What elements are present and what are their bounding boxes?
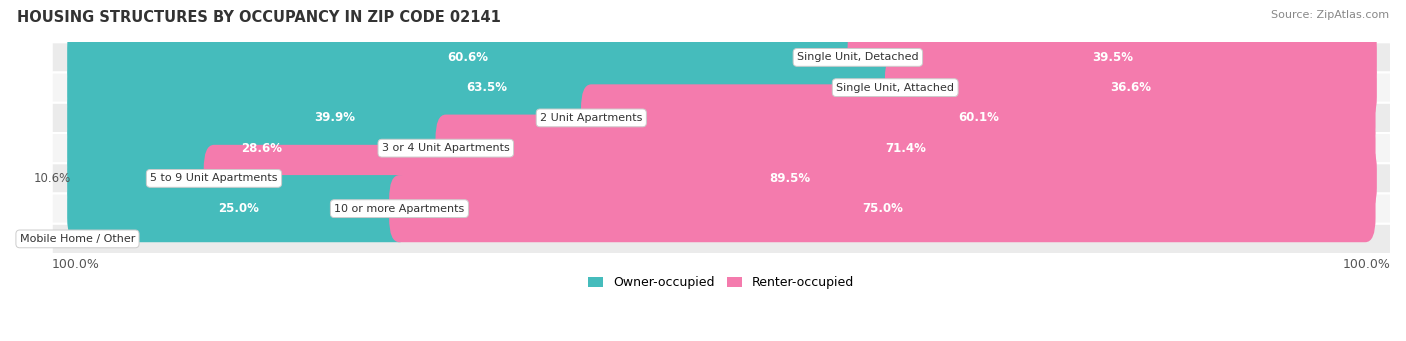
Text: 39.9%: 39.9% [314,112,354,124]
FancyBboxPatch shape [67,54,905,121]
Text: 60.6%: 60.6% [447,51,488,64]
Text: 28.6%: 28.6% [242,142,283,155]
Text: 2 Unit Apartments: 2 Unit Apartments [540,113,643,123]
FancyBboxPatch shape [67,145,225,212]
Legend: Owner-occupied, Renter-occupied: Owner-occupied, Renter-occupied [583,271,859,294]
FancyBboxPatch shape [67,175,409,242]
Text: 3 or 4 Unit Apartments: 3 or 4 Unit Apartments [382,143,509,153]
FancyBboxPatch shape [52,133,1391,163]
Text: Mobile Home / Other: Mobile Home / Other [20,234,135,244]
Text: 63.5%: 63.5% [465,81,506,94]
FancyBboxPatch shape [884,54,1376,121]
Text: 36.6%: 36.6% [1111,81,1152,94]
FancyBboxPatch shape [581,84,1375,151]
Text: 71.4%: 71.4% [886,142,927,155]
Text: 10 or more Apartments: 10 or more Apartments [335,204,464,214]
Text: 100.0%: 100.0% [1343,258,1391,271]
Text: Source: ZipAtlas.com: Source: ZipAtlas.com [1271,10,1389,20]
FancyBboxPatch shape [67,84,602,151]
Text: 75.0%: 75.0% [862,202,903,215]
Text: HOUSING STRUCTURES BY OCCUPANCY IN ZIP CODE 02141: HOUSING STRUCTURES BY OCCUPANCY IN ZIP C… [17,10,501,25]
FancyBboxPatch shape [389,175,1375,242]
FancyBboxPatch shape [67,24,868,91]
FancyBboxPatch shape [52,224,1391,254]
Text: 39.5%: 39.5% [1091,51,1133,64]
Text: Single Unit, Attached: Single Unit, Attached [837,83,955,93]
Text: 5 to 9 Unit Apartments: 5 to 9 Unit Apartments [150,174,278,183]
FancyBboxPatch shape [204,145,1376,212]
Text: 25.0%: 25.0% [218,202,259,215]
FancyBboxPatch shape [52,194,1391,224]
FancyBboxPatch shape [848,24,1376,91]
FancyBboxPatch shape [52,163,1391,194]
Text: 100.0%: 100.0% [52,258,100,271]
FancyBboxPatch shape [67,115,456,182]
Text: 89.5%: 89.5% [769,172,811,185]
Text: Single Unit, Detached: Single Unit, Detached [797,53,918,62]
Text: 60.1%: 60.1% [957,112,998,124]
FancyBboxPatch shape [436,115,1375,182]
FancyBboxPatch shape [52,42,1391,73]
Text: 10.6%: 10.6% [34,172,72,185]
FancyBboxPatch shape [52,73,1391,103]
FancyBboxPatch shape [52,103,1391,133]
